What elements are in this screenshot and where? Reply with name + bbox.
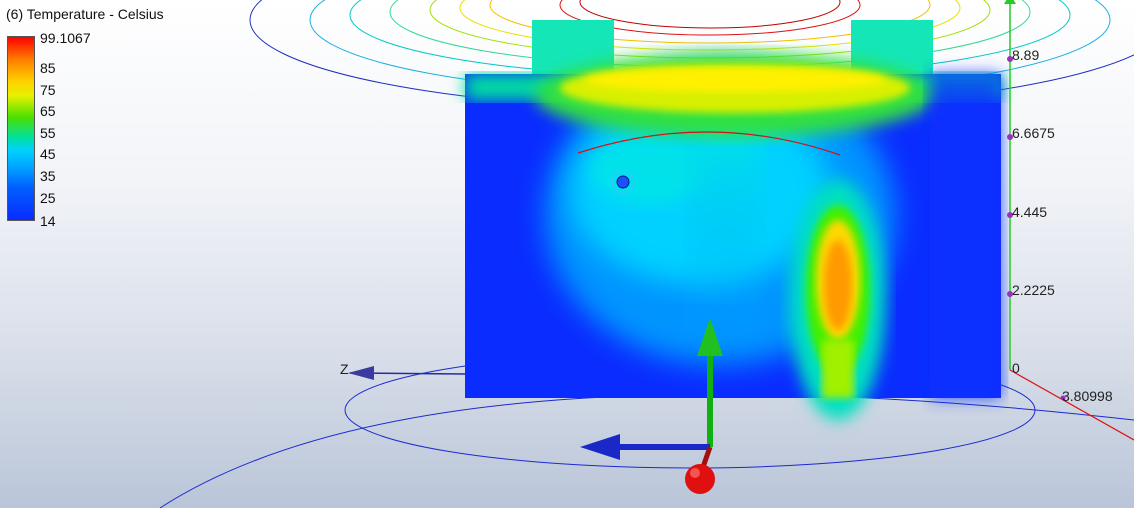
legend-tick-min: 14 — [40, 213, 56, 229]
red-contour-arc — [577, 131, 841, 156]
z-axis — [348, 366, 466, 380]
radial-axis-line — [1009, 369, 1134, 441]
legend-tick: 85 — [40, 60, 56, 76]
probe-point-icon — [611, 170, 635, 194]
y-axis-tick: 0 — [1012, 360, 1020, 376]
y-axis-tick: 6.6675 — [1012, 125, 1055, 141]
y-axis-tick: 4.445 — [1012, 204, 1048, 220]
y-axis-tick: 2.2225 — [1012, 282, 1055, 298]
legend-title: (6) Temperature - Celsius — [6, 6, 164, 22]
legend-tick: 25 — [40, 190, 56, 206]
temperature-legend: (6) Temperature - Celsius 99.1067 85 75 … — [0, 0, 200, 240]
legend-tick: 55 — [40, 125, 56, 141]
y-axis-tick: 8.89 — [1012, 47, 1040, 63]
orientation-triad — [580, 318, 723, 494]
radial-axis-value: 3.80998 — [1062, 388, 1113, 404]
legend-tick: 75 — [40, 82, 56, 98]
legend-tick: 35 — [40, 168, 56, 184]
temperature-field — [465, 53, 1001, 420]
z-axis-label: Z — [340, 361, 349, 377]
legend-tick-max: 99.1067 — [40, 30, 91, 46]
y-axis — [1004, 0, 1016, 370]
legend-color-bar — [7, 36, 35, 221]
legend-tick: 65 — [40, 103, 56, 119]
legend-tick: 45 — [40, 146, 56, 162]
